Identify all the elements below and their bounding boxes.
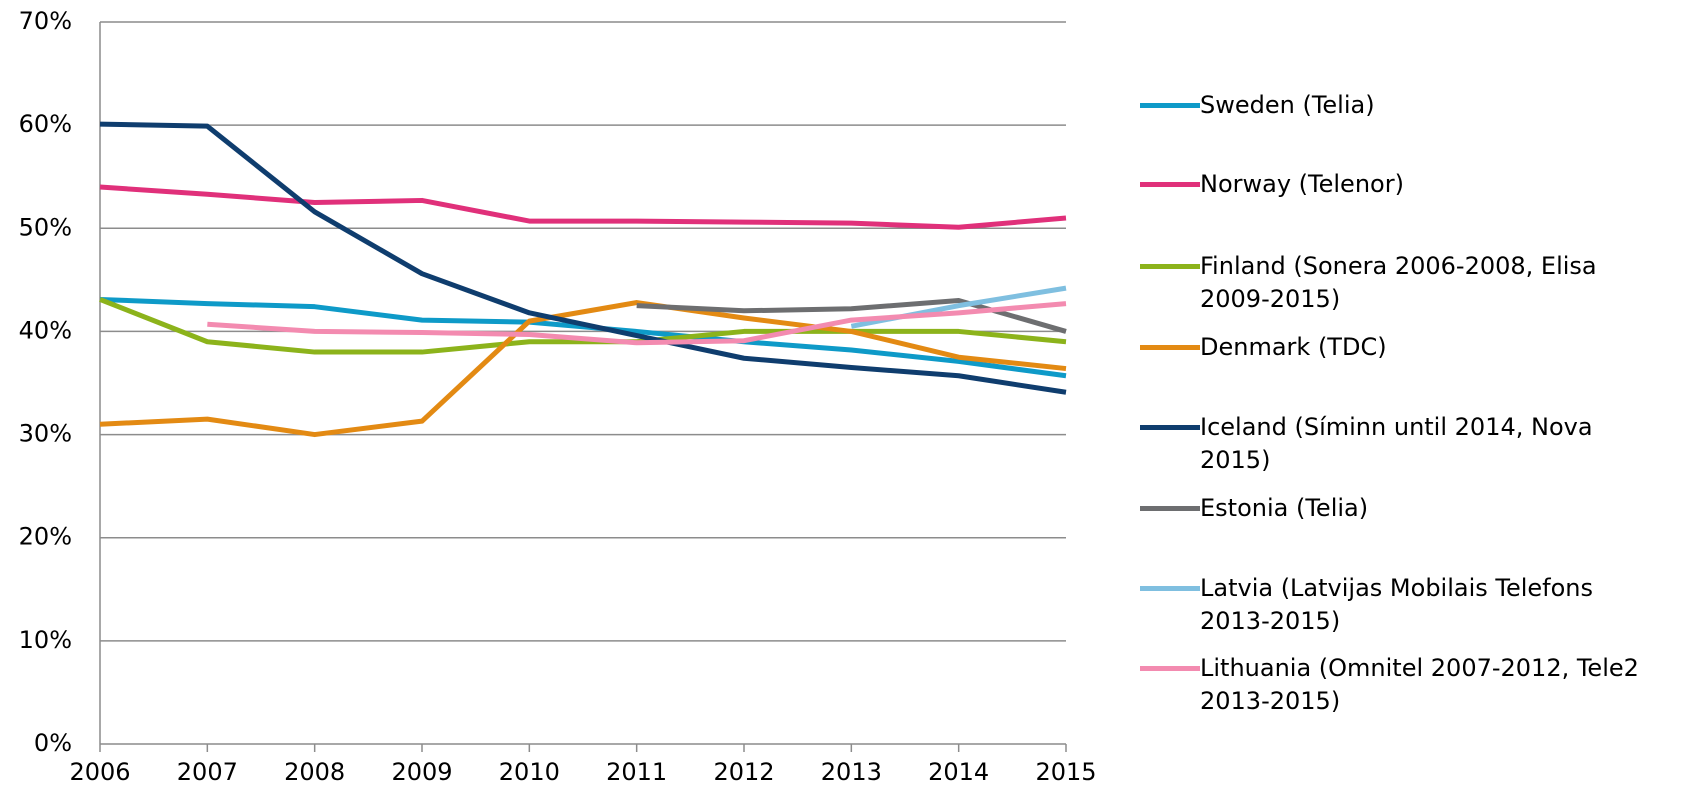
x-tick-label: 2015 (1035, 758, 1096, 786)
legend-item: Estonia (Telia) (1140, 492, 1700, 525)
legend-item: Finland (Sonera 2006-2008, Elisa 2009-20… (1140, 250, 1700, 316)
series-line (99, 184, 1067, 230)
series-line (99, 296, 1067, 379)
x-tick-label: 2006 (69, 758, 130, 786)
legend-label: Latvia (Latvijas Mobilais Telefons 2013-… (1200, 574, 1594, 635)
series-line (99, 121, 1067, 395)
y-tick-label: 0% (34, 729, 72, 757)
y-tick-label: 40% (19, 316, 72, 344)
legend-label: Iceland (Síminn until 2014, Nova 2015) (1200, 413, 1593, 474)
legend-item: Iceland (Síminn until 2014, Nova 2015) (1140, 411, 1700, 477)
y-tick-label: 30% (19, 420, 72, 448)
legend-item: Lithuania (Omnitel 2007-2012, Tele2 2013… (1140, 652, 1700, 718)
y-tick-label: 10% (19, 626, 72, 654)
legend-swatch (1140, 506, 1200, 511)
y-tick-label: 50% (19, 213, 72, 241)
x-tick-label: 2010 (499, 758, 560, 786)
legend-label: Finland (Sonera 2006-2008, Elisa 2009-20… (1200, 252, 1597, 313)
y-tick-label: 60% (19, 110, 72, 138)
series-line (207, 301, 1067, 346)
x-tick-label: 2008 (284, 758, 345, 786)
legend-label: Sweden (Telia) (1200, 91, 1375, 119)
x-tick-label: 2007 (177, 758, 238, 786)
legend-swatch (1140, 425, 1200, 430)
legend-label: Norway (Telenor) (1200, 170, 1404, 198)
legend-label: Estonia (Telia) (1200, 494, 1369, 522)
legend-label: Denmark (TDC) (1200, 333, 1387, 361)
legend-swatch (1140, 666, 1200, 671)
legend-label: Lithuania (Omnitel 2007-2012, Tele2 2013… (1200, 654, 1639, 715)
series-line (99, 300, 1067, 438)
y-tick-label: 70% (19, 7, 72, 35)
series-line (99, 297, 1067, 355)
x-tick-label: 2013 (821, 758, 882, 786)
legend-swatch (1140, 345, 1200, 350)
x-tick-label: 2009 (391, 758, 452, 786)
y-tick-label: 20% (19, 523, 72, 551)
legend-swatch (1140, 182, 1200, 187)
legend-item: Denmark (TDC) (1140, 331, 1700, 364)
legend-swatch (1140, 103, 1200, 108)
legend-item: Latvia (Latvijas Mobilais Telefons 2013-… (1140, 572, 1700, 638)
legend-item: Norway (Telenor) (1140, 168, 1700, 201)
x-tick-label: 2014 (928, 758, 989, 786)
x-tick-label: 2012 (713, 758, 774, 786)
x-tick-label: 2011 (606, 758, 667, 786)
series-line (636, 297, 1067, 334)
legend-item: Sweden (Telia) (1140, 89, 1700, 122)
legend-swatch (1140, 586, 1200, 591)
legend-swatch (1140, 264, 1200, 269)
